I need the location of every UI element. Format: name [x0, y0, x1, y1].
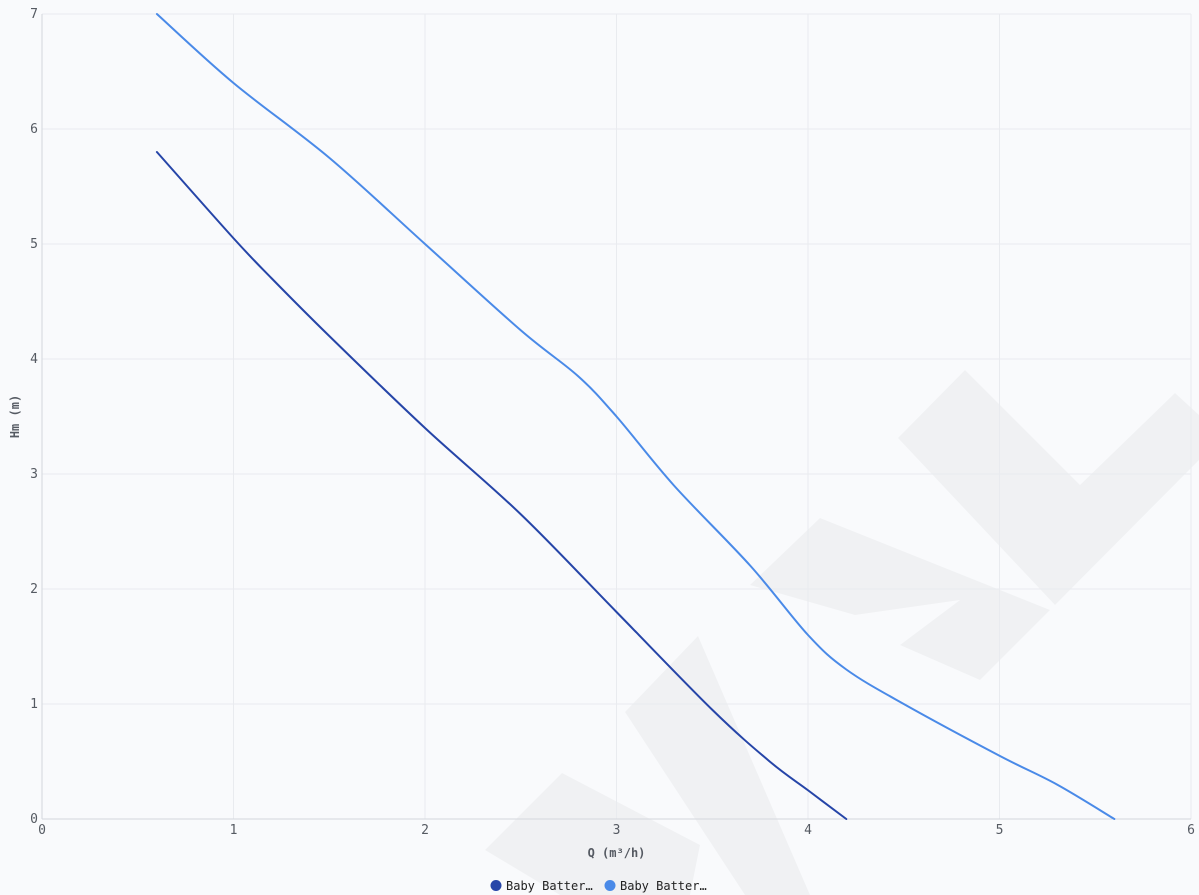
x-axis-title: Q (m³/h): [588, 846, 646, 860]
x-tick-label: 1: [230, 823, 238, 838]
legend-label: Baby Batter…: [506, 879, 593, 893]
legend-swatch-icon: [490, 880, 502, 891]
series: [155, 13, 1116, 820]
y-axis-title: Hm (m): [8, 395, 22, 438]
x-tick-label: 5: [996, 823, 1004, 838]
legend[interactable]: Baby Batter… Baby Batter…: [490, 879, 707, 893]
legend-item-1[interactable]: Baby Batter…: [490, 879, 593, 893]
legend-label: Baby Batter…: [620, 879, 707, 893]
y-tick-label: 7: [30, 7, 38, 22]
x-tick-label: 6: [1187, 823, 1195, 838]
y-tick-label: 1: [30, 697, 38, 712]
y-tick-label: 2: [30, 582, 38, 597]
x-tick-label: 0: [38, 823, 46, 838]
series-line-1: [155, 151, 848, 820]
series-line-2: [155, 13, 1116, 820]
grid: [41, 13, 1192, 820]
y-tick-label: 4: [30, 352, 38, 367]
y-tick-label: 0: [30, 812, 38, 827]
legend-item-2[interactable]: Baby Batter…: [604, 879, 707, 893]
y-tick-label: 5: [30, 237, 38, 252]
x-tick-label: 2: [421, 823, 429, 838]
legend-swatch-icon: [604, 880, 616, 891]
x-tick-label: 3: [613, 823, 621, 838]
axes: 0 1 2 3 4 5 6 0 1 2 3 4 5 6 7: [30, 7, 1195, 838]
y-tick-label: 6: [30, 122, 38, 137]
x-tick-label: 4: [804, 823, 812, 838]
y-tick-label: 3: [30, 467, 38, 482]
